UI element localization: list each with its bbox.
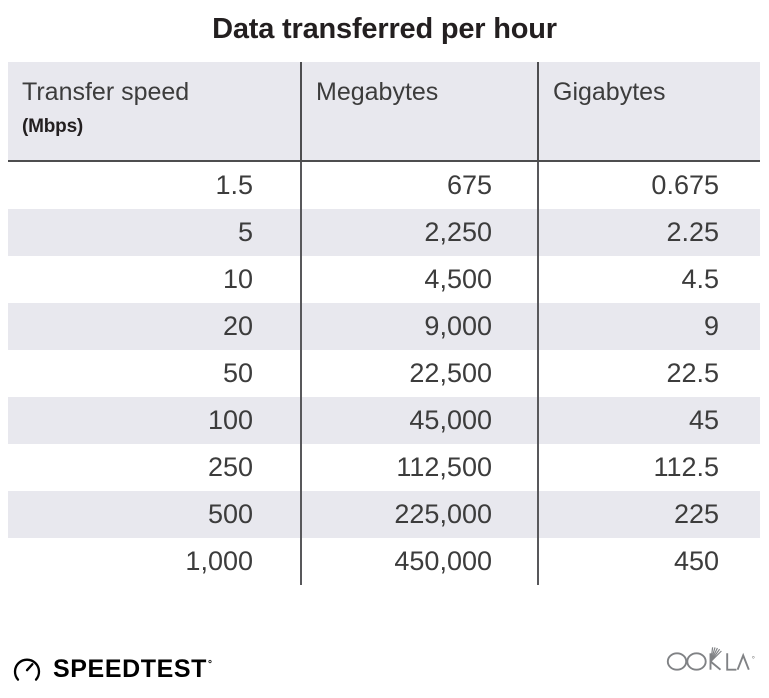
cell-gigabytes: 450	[673, 546, 719, 576]
table-row: 250 112,500 112.5	[8, 444, 760, 491]
cell-transfer-speed: 5	[237, 217, 253, 247]
table-row: 5 2,250 2.25	[8, 209, 760, 256]
cell-transfer-speed: 1.5	[215, 170, 253, 200]
cell-gigabytes: 0.675	[651, 170, 719, 200]
cell-megabytes: 45,000	[409, 405, 492, 435]
header-column-divider-2	[537, 62, 539, 162]
cell-megabytes: 2,250	[424, 217, 492, 247]
cell-transfer-speed: 500	[207, 499, 253, 529]
cell-transfer-speed: 250	[207, 452, 253, 482]
header-column-divider-1	[300, 62, 302, 162]
table-row: 1,000 450,000 450	[8, 538, 760, 585]
ookla-wordmark-icon	[665, 643, 751, 678]
cell-gigabytes: 112.5	[653, 452, 719, 482]
table-row: 20 9,000 9	[8, 303, 760, 350]
cell-gigabytes: 4.5	[681, 264, 719, 294]
cell-gigabytes: 2.25	[666, 217, 719, 247]
speedtest-wordmark: SPEEDTEST°	[53, 655, 212, 684]
footer: SPEEDTEST°	[0, 626, 769, 698]
speedtest-logo: SPEEDTEST°	[12, 654, 212, 684]
cell-gigabytes: 225	[673, 499, 719, 529]
cell-gigabytes: 9	[703, 311, 719, 341]
column-header-gigabytes: Gigabytes	[553, 78, 666, 106]
cell-megabytes: 675	[446, 170, 492, 200]
cell-gigabytes: 22.5	[666, 358, 719, 388]
cell-transfer-speed: 20	[222, 311, 253, 341]
cell-megabytes: 450,000	[394, 546, 492, 576]
table-header-row: Transfer speed (Mbps) Megabytes Gigabyte…	[8, 62, 760, 162]
table-body: 1.5 675 0.675 5 2,250 2.25 10 4,500 4.5 20 9,000 9 5…	[8, 162, 760, 585]
speedtest-trademark-symbol: °	[208, 659, 213, 671]
ookla-trademark-symbol: °	[751, 655, 755, 664]
cell-megabytes: 4,500	[424, 264, 492, 294]
ookla-logo: °	[665, 643, 755, 678]
speedtest-wordmark-text: SPEEDTEST	[53, 654, 208, 683]
cell-gigabytes: 45	[688, 405, 719, 435]
table-row: 1.5 675 0.675	[8, 162, 760, 209]
cell-megabytes: 22,500	[409, 358, 492, 388]
table-row: 10 4,500 4.5	[8, 256, 760, 303]
table-row: 50 22,500 22.5	[8, 350, 760, 397]
cell-megabytes: 9,000	[424, 311, 492, 341]
speedometer-gauge-icon	[12, 654, 42, 684]
cell-megabytes: 112,500	[396, 452, 492, 482]
table-row: 100 45,000 45	[8, 397, 760, 444]
table-row: 500 225,000 225	[8, 491, 760, 538]
data-table: Transfer speed (Mbps) Megabytes Gigabyte…	[8, 62, 760, 585]
cell-transfer-speed: 100	[207, 405, 253, 435]
column-header-transfer-speed-label: Transfer speed	[22, 78, 190, 106]
cell-megabytes: 225,000	[394, 499, 492, 529]
cell-transfer-speed: 1,000	[185, 546, 253, 576]
cell-transfer-speed: 50	[222, 358, 253, 388]
column-header-transfer-speed: Transfer speed (Mbps)	[22, 76, 189, 143]
column-header-megabytes: Megabytes	[316, 78, 439, 106]
page-title: Data transferred per hour	[212, 13, 557, 45]
column-header-transfer-speed-unit: (Mbps)	[22, 116, 84, 137]
cell-transfer-speed: 10	[222, 264, 253, 294]
